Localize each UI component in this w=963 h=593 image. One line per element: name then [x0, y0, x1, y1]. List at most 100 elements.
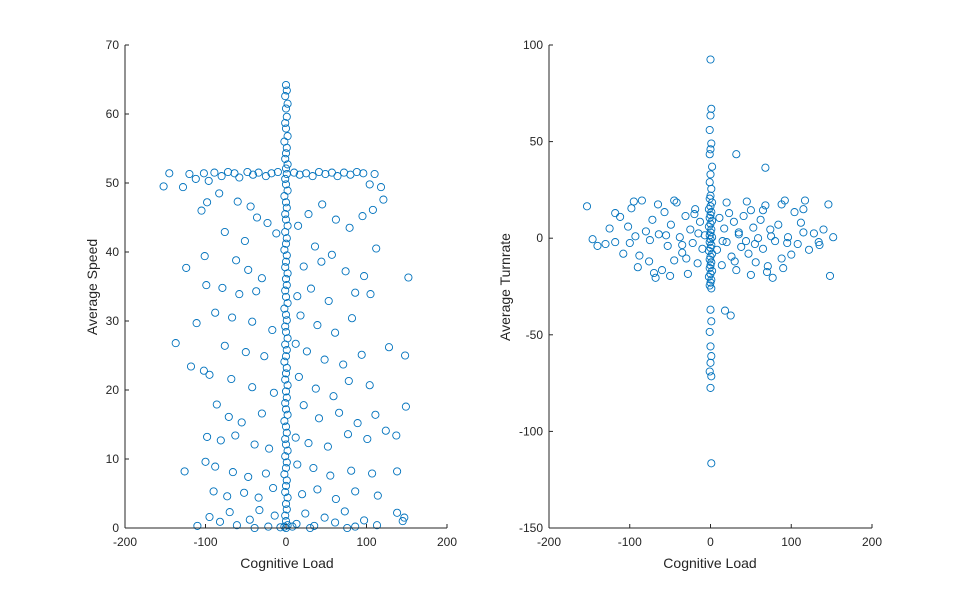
left-data-point — [180, 467, 189, 476]
left-data-point — [294, 221, 303, 230]
left-data-point — [252, 287, 261, 296]
left-data-point — [281, 124, 291, 133]
right-data-point — [683, 269, 692, 278]
left-data-point — [263, 218, 272, 228]
left-data-point — [254, 493, 263, 502]
left-data-point — [248, 170, 258, 179]
left-data-point — [227, 374, 236, 384]
left-data-point — [296, 311, 305, 320]
left-data-point — [290, 168, 299, 177]
right-data-point — [675, 233, 684, 242]
left-data-point — [216, 436, 225, 445]
left-data-point — [244, 265, 253, 274]
left-data-point — [281, 310, 291, 319]
right-data-point — [749, 223, 758, 232]
right-data-point — [705, 264, 714, 273]
right-data-point — [720, 306, 730, 315]
left-y-tick-label: 20 — [106, 383, 120, 397]
right-data-point — [698, 244, 707, 253]
left-data-point — [331, 215, 340, 224]
right-y-tick-label: -150 — [519, 521, 543, 535]
right-data-point — [663, 241, 672, 250]
right-x-tick-label: 100 — [781, 535, 801, 549]
left-data-point — [282, 281, 291, 290]
left-y-tick-label: 10 — [106, 452, 120, 466]
left-data-point — [159, 182, 168, 191]
left-data-point — [211, 308, 220, 317]
left-data-point — [193, 521, 202, 530]
right-data-point — [694, 229, 703, 238]
left-data-point — [333, 172, 342, 181]
right-data-point — [824, 200, 833, 209]
left-data-point — [205, 512, 214, 522]
left-data-point — [281, 405, 291, 414]
left-data-point — [281, 511, 290, 520]
right-data-point — [750, 239, 759, 249]
left-data-point — [212, 400, 221, 409]
right-data-point — [790, 208, 799, 217]
left-data-point — [323, 442, 332, 451]
left-data-point — [281, 215, 291, 224]
left-data-point — [205, 370, 214, 379]
right-data-point — [793, 239, 802, 249]
right-data-point — [746, 270, 755, 279]
left-data-point — [368, 205, 377, 214]
left-data-point — [282, 234, 291, 243]
right-data-point — [706, 383, 715, 392]
left-data-point — [252, 213, 262, 222]
left-data-point — [376, 183, 386, 192]
right-data-point — [588, 235, 597, 244]
left-data-point — [280, 192, 289, 201]
right-data-point — [704, 222, 713, 231]
right-data-point — [742, 197, 751, 206]
right-data-point — [605, 224, 614, 233]
right-data-point — [763, 262, 772, 271]
left-data-point — [309, 463, 318, 473]
left-data-point — [220, 227, 229, 237]
left-data-point — [340, 507, 349, 516]
left-data-point — [240, 488, 249, 497]
right-scatter-plot: -200 -100 0 100 200 -150 -100 -50 0 50 100 Cogniti… — [497, 38, 882, 571]
left-data-point — [197, 206, 206, 215]
right-data-point — [761, 163, 770, 172]
right-data-point — [729, 217, 738, 226]
right-data-point — [662, 231, 671, 240]
right-data-point — [693, 259, 702, 268]
right-data-point — [720, 224, 729, 233]
left-data-point — [224, 412, 233, 421]
left-data-point — [299, 262, 308, 271]
left-data-point — [351, 522, 360, 531]
right-data-point — [799, 205, 808, 214]
left-data-point — [281, 80, 291, 90]
left-data-point — [283, 381, 292, 390]
left-data-point — [384, 343, 394, 352]
left-data-point — [381, 426, 390, 435]
left-data-point — [373, 491, 382, 500]
left-data-point — [299, 401, 308, 410]
right-data-point — [799, 228, 808, 237]
left-y-tick-label: 30 — [106, 314, 120, 328]
left-data-point — [302, 347, 311, 356]
left-data-point — [199, 366, 208, 375]
left-data-point — [329, 392, 338, 401]
left-data-point — [233, 197, 242, 206]
left-data-point — [331, 328, 340, 337]
right-data-point — [695, 217, 705, 226]
left-data-point — [281, 198, 291, 207]
left-data-point — [358, 212, 367, 221]
right-data-point — [779, 264, 788, 273]
right-data-point — [758, 244, 768, 253]
right-y-tick-label: -50 — [526, 328, 544, 342]
right-data-point — [670, 196, 679, 205]
right-data-point — [707, 317, 716, 326]
left-data-point — [257, 409, 266, 418]
left-data-point — [313, 321, 322, 330]
right-data-point — [737, 242, 746, 251]
left-data-point — [276, 523, 285, 532]
left-axes: -200 -100 0 100 200 0 10 20 30 40 50 60 70 — [106, 38, 458, 549]
left-data-point — [293, 292, 302, 301]
left-data-point — [232, 521, 241, 530]
right-data-point — [815, 240, 824, 250]
left-data-point — [282, 345, 291, 355]
right-data-point — [706, 55, 715, 64]
